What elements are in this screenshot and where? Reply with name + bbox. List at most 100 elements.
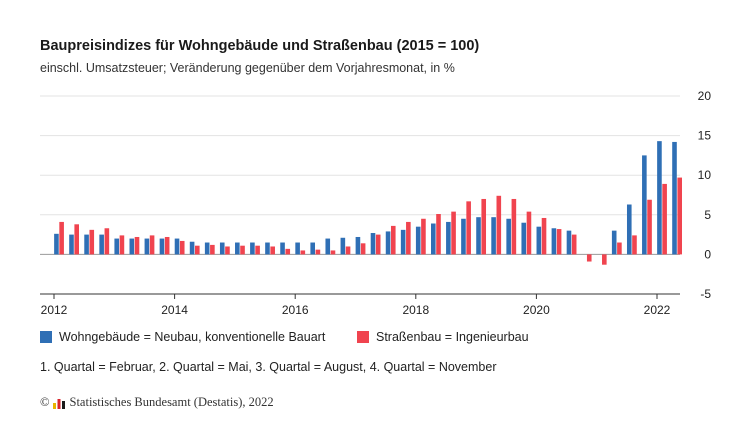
bars	[54, 141, 682, 265]
x-tick-label: 2012	[41, 303, 68, 317]
bar-wohngebaeude	[370, 233, 376, 255]
source-text: Statistisches Bundesamt (Destatis), 2022	[69, 395, 274, 409]
bar-strassenbau	[59, 221, 64, 255]
bar-strassenbau	[89, 229, 95, 255]
bar-strassenbau	[496, 195, 502, 255]
bar-wohngebaeude	[189, 241, 195, 255]
bar-wohngebaeude	[69, 234, 74, 255]
legend-label-wohngebaeude: Wohngebäude = Neubau, konventionelle Bau…	[59, 330, 326, 344]
y-axis: 20 15 10 5 0 -5	[698, 89, 712, 301]
legend-label-strassenbau: Straßenbau = Ingenieurbau	[376, 330, 529, 344]
bar-wohngebaeude	[415, 226, 421, 255]
bar-strassenbau	[481, 198, 487, 255]
quarter-note: 1. Quartal = Februar, 2. Quartal = Mai, …	[40, 360, 497, 374]
bar-strassenbau	[149, 235, 155, 255]
bar-wohngebaeude	[355, 236, 361, 255]
bar-strassenbau	[677, 177, 682, 255]
bar-strassenbau	[104, 228, 110, 255]
bar-wohngebaeude	[54, 233, 59, 255]
bar-strassenbau	[255, 245, 260, 255]
copyright-symbol: ©	[40, 395, 50, 409]
bar-wohngebaeude	[672, 141, 677, 255]
x-axis: 2012 2014 2016 2018 2020 2022	[40, 293, 680, 317]
bar-wohngebaeude	[461, 218, 466, 255]
bar-wohngebaeude	[84, 234, 89, 255]
bar-wohngebaeude	[566, 230, 572, 255]
bar-wohngebaeude	[611, 230, 617, 255]
bar-strassenbau	[602, 254, 607, 265]
bar-wohngebaeude	[325, 238, 331, 255]
bar-wohngebaeude	[551, 228, 557, 255]
bar-strassenbau	[330, 250, 336, 255]
bar-wohngebaeude	[144, 238, 150, 255]
bar-wohngebaeude	[204, 242, 210, 255]
bar-wohngebaeude	[235, 242, 240, 255]
bar-wohngebaeude	[250, 242, 255, 255]
y-tick-label: 20	[698, 89, 712, 103]
bar-strassenbau	[421, 218, 426, 255]
bar-strassenbau	[466, 201, 471, 255]
bar-wohngebaeude	[310, 242, 315, 255]
bar-strassenbau	[436, 214, 441, 255]
bar-strassenbau	[164, 236, 170, 255]
y-tick-label: -5	[700, 287, 711, 301]
bar-wohngebaeude	[114, 238, 120, 255]
bar-wohngebaeude	[340, 237, 346, 255]
bar-wohngebaeude	[265, 242, 270, 255]
gridlines	[40, 95, 680, 255]
bar-strassenbau	[225, 246, 230, 255]
bar-strassenbau	[375, 234, 381, 255]
legend-swatch-red	[357, 331, 369, 343]
bar-strassenbau	[451, 211, 456, 255]
bar-wohngebaeude	[626, 204, 632, 255]
bar-strassenbau	[406, 221, 411, 255]
bar-wohngebaeude	[280, 242, 285, 255]
legend-swatch-blue	[40, 331, 52, 343]
bar-strassenbau	[541, 217, 547, 255]
legend-item-wohngebaeude: Wohngebäude = Neubau, konventionelle Bau…	[40, 330, 325, 344]
bar-wohngebaeude	[99, 234, 104, 255]
bar-wohngebaeude	[657, 141, 662, 255]
x-tick-label: 2014	[161, 303, 188, 317]
bar-strassenbau	[195, 245, 200, 255]
bar-strassenbau	[662, 183, 667, 255]
bar-wohngebaeude	[295, 242, 300, 255]
bar-wohngebaeude	[219, 242, 225, 255]
x-tick-label: 2020	[523, 303, 550, 317]
bar-wohngebaeude	[521, 222, 527, 255]
y-tick-label: 15	[698, 129, 712, 143]
bar-strassenbau	[556, 229, 562, 255]
bar-wohngebaeude	[491, 217, 496, 255]
bar-strassenbau	[240, 245, 245, 255]
legend-item-strassenbau: Straßenbau = Ingenieurbau	[357, 330, 529, 344]
bar-strassenbau	[345, 246, 351, 255]
bar-strassenbau	[390, 225, 396, 255]
bar-strassenbau	[134, 236, 140, 255]
destatis-logo-icon	[52, 398, 65, 409]
bar-wohngebaeude	[536, 226, 542, 255]
x-tick-label: 2016	[282, 303, 309, 317]
bar-strassenbau	[571, 234, 577, 255]
bar-strassenbau	[511, 198, 517, 255]
bar-strassenbau	[315, 249, 321, 255]
bar-wohngebaeude	[642, 155, 647, 255]
bar-wohngebaeude	[446, 221, 451, 255]
chart-subtitle: einschl. Umsatzsteuer; Veränderung gegen…	[40, 61, 455, 75]
bar-strassenbau	[526, 211, 532, 255]
bar-strassenbau	[360, 243, 366, 255]
x-tick-label: 2018	[402, 303, 429, 317]
bar-strassenbau	[119, 235, 125, 255]
y-tick-label: 5	[704, 208, 711, 222]
bar-wohngebaeude	[400, 229, 406, 255]
bar-wohngebaeude	[476, 217, 481, 255]
y-tick-label: 0	[704, 247, 711, 261]
bar-strassenbau	[300, 250, 306, 255]
bar-wohngebaeude	[174, 238, 180, 255]
bar-strassenbau	[285, 248, 291, 255]
bar-strassenbau	[179, 240, 185, 255]
bar-wohngebaeude	[431, 223, 436, 255]
bar-strassenbau	[586, 254, 592, 262]
bar-strassenbau	[210, 244, 215, 255]
bar-wohngebaeude	[385, 231, 391, 255]
